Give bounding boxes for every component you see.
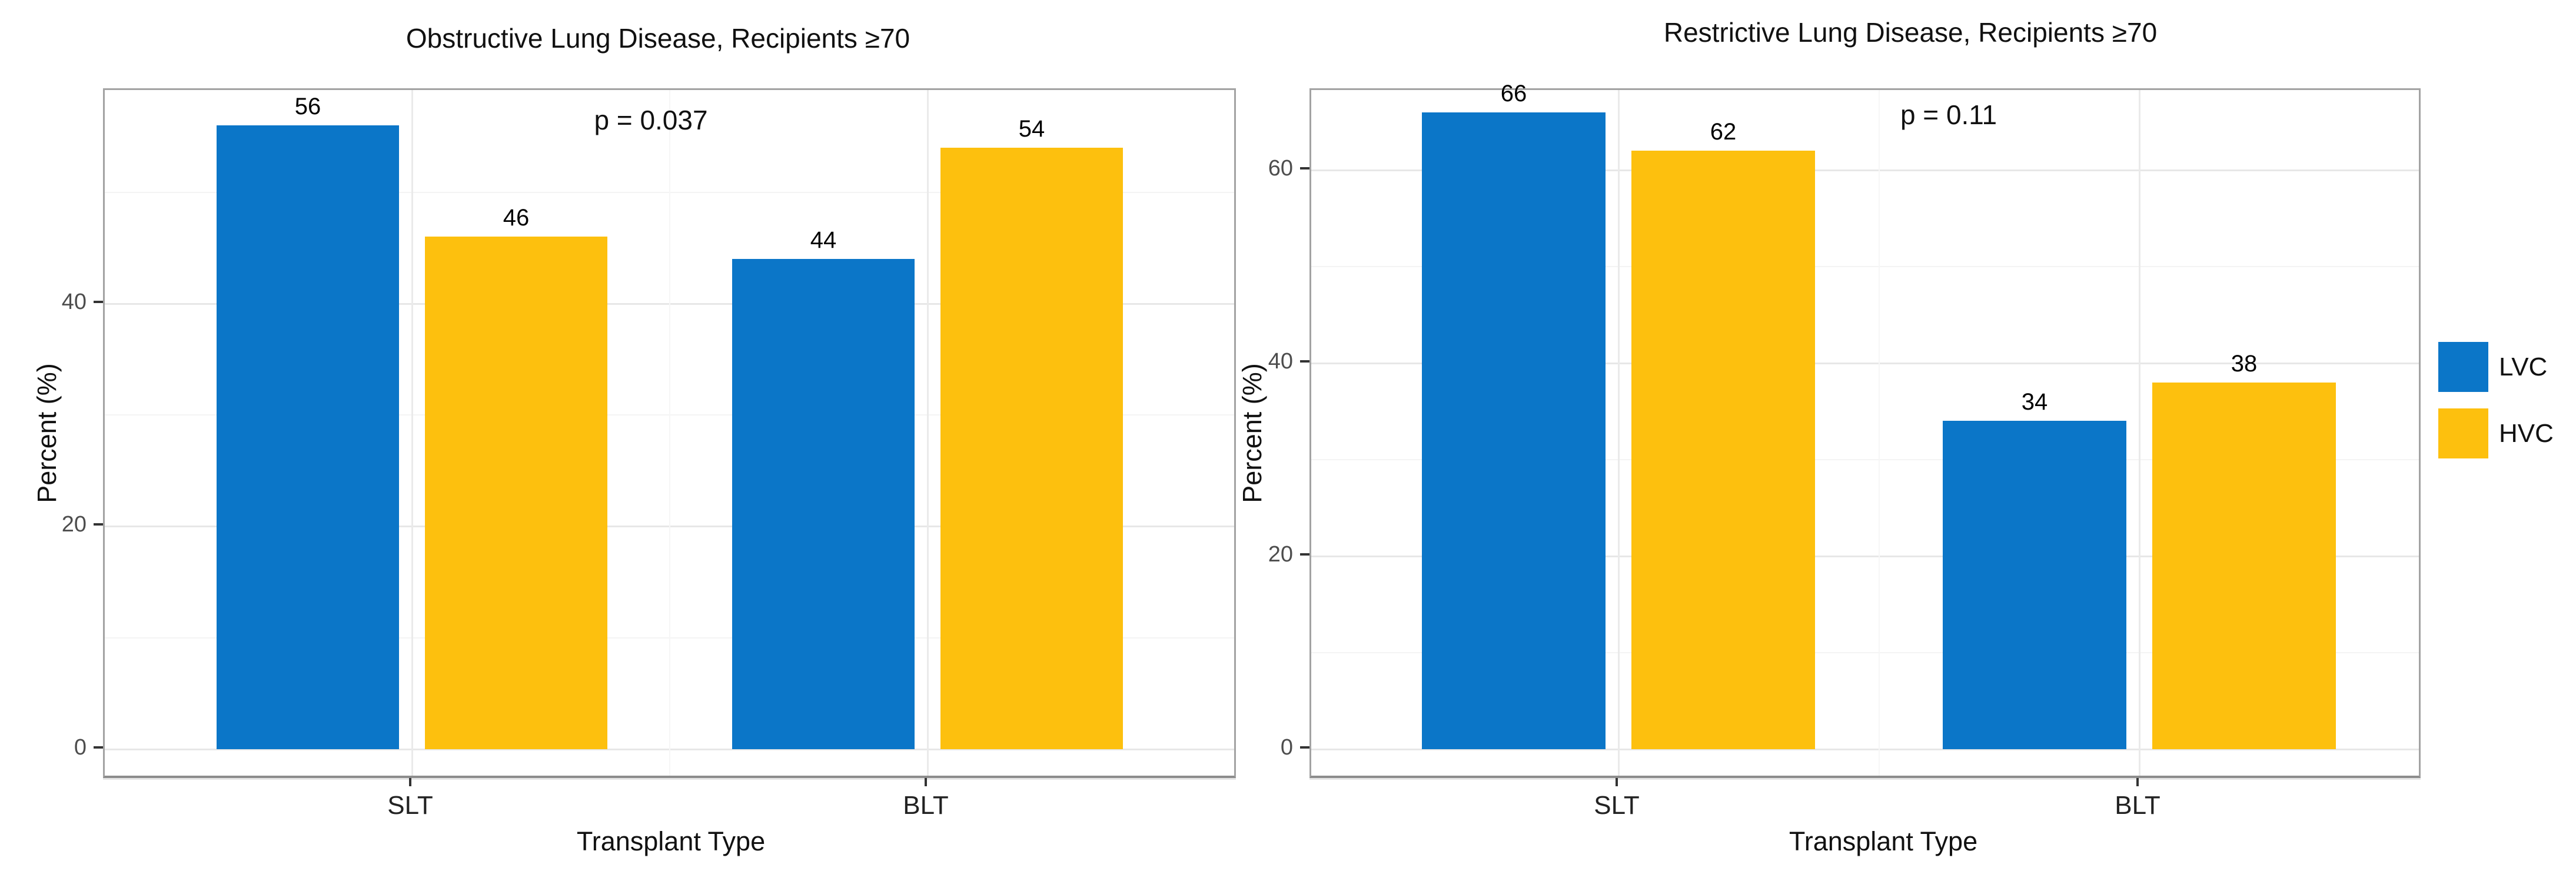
gridline-major — [1311, 556, 2419, 557]
gridline-minor — [1879, 90, 1880, 776]
gridline-minor — [1311, 459, 2419, 460]
bar-slt-lvc — [1422, 112, 1606, 749]
x-axis-tick — [2136, 778, 2139, 786]
y-axis-tick — [1300, 360, 1309, 363]
gridline-major — [1311, 363, 2419, 364]
legend-swatch-lvc — [2438, 342, 2488, 392]
bar-value-label: 66 — [1500, 80, 1527, 107]
gridline-major — [1311, 169, 2419, 171]
bar-blt-lvc — [1943, 421, 2126, 749]
y-axis-tick — [1300, 553, 1309, 556]
gridline-major — [1311, 749, 2419, 750]
gridline-major — [411, 90, 413, 776]
bar-value-label: 44 — [810, 227, 837, 254]
x-tick-label-slt: SLT — [387, 791, 433, 820]
x-axis-title: Transplant Type — [1789, 826, 1978, 856]
y-axis-tick — [94, 523, 103, 526]
chart-title: Obstructive Lung Disease, Recipients ≥70 — [405, 23, 910, 54]
legend-swatch-hvc — [2438, 408, 2488, 458]
gridline-minor — [1311, 652, 2419, 653]
x-tick-label-blt: BLT — [2115, 791, 2160, 820]
bar-value-label: 62 — [1710, 119, 1737, 145]
bar-slt-hvc — [1631, 151, 1815, 749]
p-value-annotation: p = 0.037 — [594, 105, 708, 135]
bar-value-label: 46 — [503, 205, 530, 231]
bar-slt-hvc — [425, 237, 607, 749]
y-tick-label: 0 — [1280, 735, 1293, 760]
y-axis-tick — [1300, 167, 1309, 169]
bar-blt-hvc — [2152, 382, 2336, 749]
x-tick-label-blt: BLT — [903, 791, 949, 820]
legend-label-lvc: LVC — [2499, 352, 2548, 381]
bar-value-label: 34 — [2021, 389, 2048, 415]
gridline-minor — [1311, 266, 2419, 267]
y-tick-label: 20 — [61, 512, 87, 537]
legend-label-hvc: HVC — [2499, 418, 2554, 448]
p-value-annotation: p = 0.11 — [1900, 99, 1997, 130]
x-axis-tick — [409, 778, 411, 786]
bar-value-label: 54 — [1018, 115, 1045, 142]
gridline-major — [927, 90, 929, 776]
plot-panel: 66 62 34 38 — [1309, 81, 2421, 778]
y-tick-label: 40 — [1268, 349, 1293, 374]
y-tick-label: 20 — [1268, 542, 1293, 567]
x-axis-tick — [1616, 778, 1618, 786]
gridline-major — [2139, 90, 2140, 776]
bar-value-label: 56 — [294, 93, 321, 119]
chart-title: Restrictive Lung Disease, Recipients ≥70 — [1663, 17, 2158, 48]
bar-blt-lvc — [732, 259, 915, 749]
y-axis-tick — [94, 300, 103, 303]
y-axis-tick — [1300, 746, 1309, 749]
x-axis-tick — [925, 778, 927, 786]
x-tick-label-slt: SLT — [1594, 791, 1640, 820]
y-tick-label: 0 — [74, 735, 87, 760]
bar-slt-lvc — [217, 125, 399, 749]
gridline-major — [1618, 90, 1620, 776]
legend: LVC HVC — [2438, 342, 2576, 460]
y-tick-label: 40 — [61, 289, 87, 314]
bar-value-label: 38 — [2231, 350, 2258, 377]
gridline-minor — [669, 90, 670, 776]
y-tick-label: 60 — [1268, 156, 1293, 181]
x-axis-title: Transplant Type — [576, 826, 766, 856]
y-axis-tick — [94, 746, 103, 749]
plot-panel: 56 46 44 54 — [103, 88, 1236, 778]
bar-blt-hvc — [940, 147, 1123, 749]
